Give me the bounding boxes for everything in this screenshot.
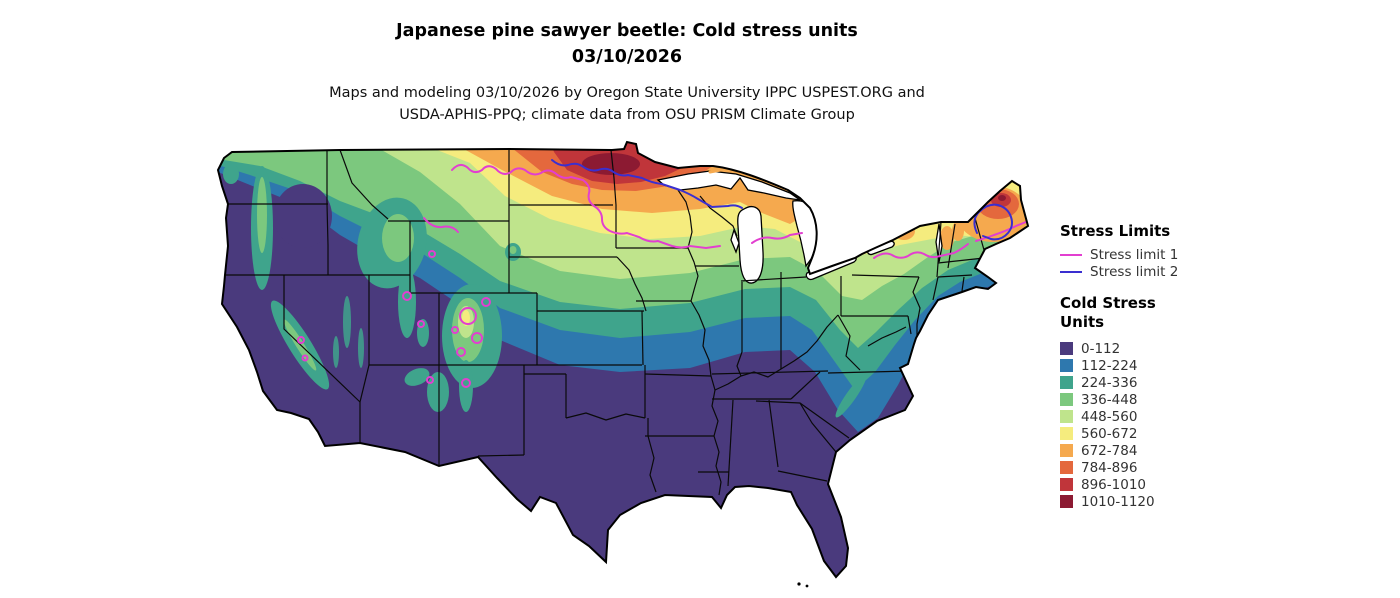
class-label-4: 448-560	[1081, 408, 1138, 425]
legend-class-row: 224-336	[1060, 374, 1210, 391]
legend-class-row: 0-112	[1060, 340, 1210, 357]
stress-limit-2-swatch	[1060, 270, 1082, 273]
class-swatch-3	[1060, 393, 1073, 406]
class-label-2: 224-336	[1081, 374, 1138, 391]
florida-keys	[797, 582, 809, 588]
green-bay	[730, 227, 740, 254]
state-borders	[218, 149, 985, 496]
class-swatch-8	[1060, 478, 1073, 491]
class-swatch-0	[1060, 342, 1073, 355]
legend-class-row: 896-1010	[1060, 476, 1210, 493]
class-swatch-7	[1060, 461, 1073, 474]
legend-class-row: 112-224	[1060, 357, 1210, 374]
class-swatch-5	[1060, 427, 1073, 440]
canada-orange-dash	[708, 167, 728, 174]
legend-class-row: 1010-1120	[1060, 493, 1210, 510]
map-title-date: 03/10/2026	[571, 47, 683, 67]
class-label-7: 784-896	[1081, 459, 1138, 476]
stress-limit-1-label: Stress limit 1	[1090, 246, 1179, 263]
columbia-basin-patch	[274, 184, 332, 248]
band-1010-1120	[582, 153, 640, 175]
stress-limit-1-swatch	[1060, 253, 1082, 256]
class-swatch-1	[1060, 359, 1073, 372]
page-title: Japanese pine sawyer beetle: Cold stress…	[0, 18, 1254, 70]
raster-layers	[218, 142, 1028, 577]
class-label-3: 336-448	[1081, 391, 1138, 408]
legend-class-row: 784-896	[1060, 459, 1210, 476]
class-swatch-6	[1060, 444, 1073, 457]
legend: Stress Limits Stress limit 1 Stress limi…	[1060, 222, 1210, 510]
class-label-0: 0-112	[1081, 340, 1121, 357]
stress-limit-2-label: Stress limit 2	[1090, 263, 1179, 280]
legend-class-row: 672-784	[1060, 442, 1210, 459]
legend-class-row: 448-560	[1060, 408, 1210, 425]
map-subtitle: Maps and modeling 03/10/2026 by Oregon S…	[0, 82, 1254, 126]
class-label-5: 560-672	[1081, 425, 1138, 442]
class-label-8: 896-1010	[1081, 476, 1146, 493]
cold-stress-units-title-line2: Units	[1060, 313, 1105, 331]
great-lakes	[656, 170, 943, 284]
class-label-6: 672-784	[1081, 442, 1138, 459]
lake-superior	[656, 170, 801, 201]
class-swatch-2	[1060, 376, 1073, 389]
legend-item-stress-limit-1: Stress limit 1	[1060, 246, 1210, 263]
legend-item-stress-limit-2: Stress limit 2	[1060, 263, 1210, 280]
stress-limit-1-contour	[297, 164, 1027, 388]
cold-stress-units-title-line1: Cold Stress	[1060, 294, 1156, 312]
class-swatch-9	[1060, 495, 1073, 508]
map-title-line1: Japanese pine sawyer beetle: Cold stress…	[396, 21, 858, 41]
stress-limits-title: Stress Limits	[1060, 222, 1171, 240]
lake-michigan	[737, 205, 764, 284]
legend-class-row: 336-448	[1060, 391, 1210, 408]
legend-class-row: 560-672	[1060, 425, 1210, 442]
class-label-9: 1010-1120	[1081, 493, 1155, 510]
class-swatch-4	[1060, 410, 1073, 423]
map-subtitle-line1: Maps and modeling 03/10/2026 by Oregon S…	[329, 85, 925, 101]
map-subtitle-line2: USDA-APHIS-PPQ; climate data from OSU PR…	[399, 107, 855, 123]
class-label-1: 112-224	[1081, 357, 1138, 374]
